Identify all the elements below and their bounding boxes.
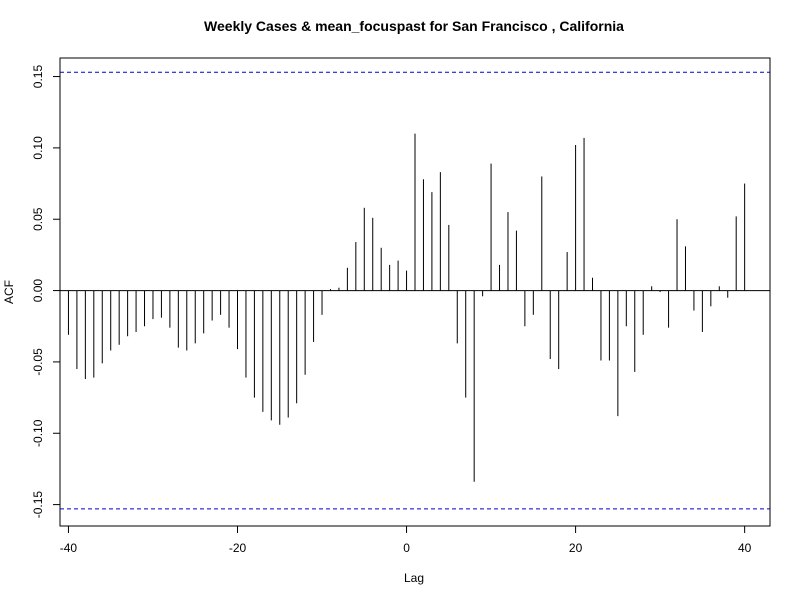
y-axis-label: ACF bbox=[2, 280, 16, 304]
y-axis: -0.15 -0.10 -0.05 0.00 0.05 0.10 0.15 bbox=[31, 65, 61, 519]
y-tick-label: -0.15 bbox=[31, 491, 45, 519]
y-tick-label: -0.05 bbox=[31, 348, 45, 376]
chart-title: Weekly Cases & mean_focuspast for San Fr… bbox=[204, 18, 624, 34]
y-tick-label: 0.10 bbox=[31, 136, 45, 160]
x-axis-label: Lag bbox=[404, 571, 424, 585]
y-tick-label: 0.15 bbox=[31, 65, 45, 89]
x-tick-label: -40 bbox=[60, 541, 78, 555]
x-axis: -40 -20 0 20 40 bbox=[60, 525, 752, 555]
plot-frame bbox=[59, 57, 771, 527]
y-tick-label: -0.10 bbox=[31, 419, 45, 447]
x-tick-label: -20 bbox=[229, 541, 247, 555]
y-tick-label: 0.00 bbox=[31, 279, 45, 303]
acf-bars bbox=[67, 133, 746, 482]
y-tick-label: 0.05 bbox=[31, 207, 45, 231]
x-tick-label: 20 bbox=[569, 541, 583, 555]
x-tick-label: 40 bbox=[738, 541, 752, 555]
x-tick-label: 0 bbox=[403, 541, 410, 555]
